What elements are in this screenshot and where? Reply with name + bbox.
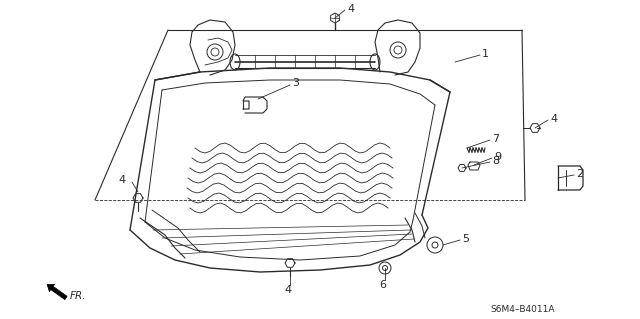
- Text: 6: 6: [380, 280, 387, 290]
- Text: 9: 9: [494, 152, 501, 162]
- Text: 3: 3: [292, 78, 299, 88]
- Text: 4: 4: [550, 114, 557, 124]
- Text: 1: 1: [482, 49, 489, 59]
- Text: 7: 7: [492, 134, 499, 144]
- Text: 5: 5: [462, 234, 469, 244]
- Text: 4: 4: [284, 285, 292, 295]
- Text: 8: 8: [492, 156, 499, 166]
- Text: 2: 2: [576, 169, 583, 179]
- Text: 4: 4: [119, 175, 126, 185]
- Text: FR.: FR.: [70, 291, 86, 301]
- Text: S6M4–B4011A: S6M4–B4011A: [490, 306, 554, 315]
- FancyArrow shape: [47, 284, 67, 300]
- Text: 4: 4: [347, 4, 354, 14]
